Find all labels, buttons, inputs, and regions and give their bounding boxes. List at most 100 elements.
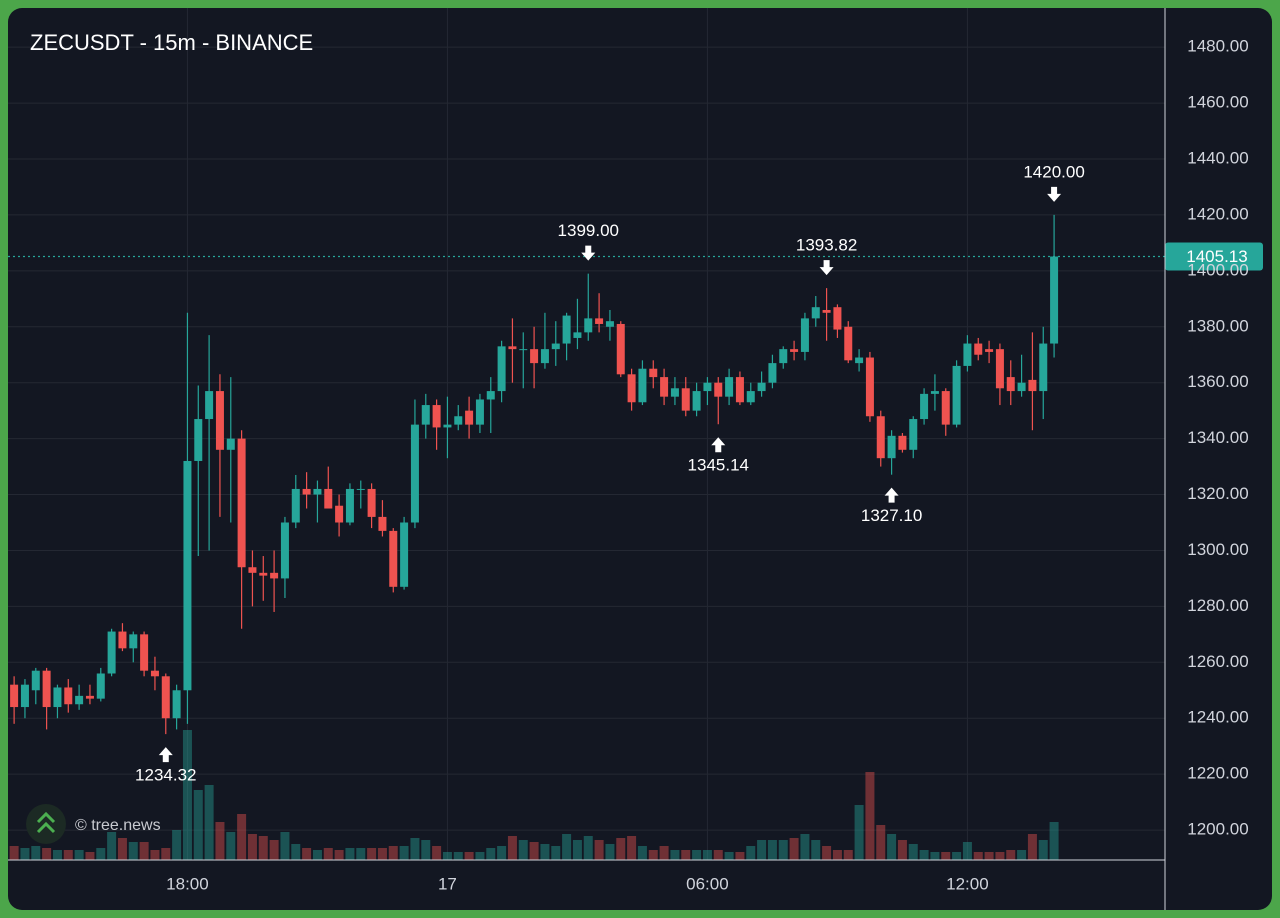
candle-body [389,530,398,587]
candle-body [64,687,73,705]
volume-bar [854,805,864,860]
volume-bar [713,850,723,860]
volume-bar [356,848,366,860]
candle-body [1028,379,1037,392]
candle-body [291,488,300,523]
y-tick-label: 1480.00 [1187,37,1248,56]
candle-body [1017,382,1026,392]
x-tick-label: 06:00 [686,874,729,893]
candle-body [150,670,159,677]
candle-body [215,391,224,450]
candle-body [96,673,105,699]
volume-bar [117,838,127,860]
candle-body [443,424,452,428]
candle-body [161,676,170,719]
candle-body [551,343,560,350]
volume-bar [627,836,637,860]
y-tick-label: 1220.00 [1187,764,1248,783]
candle-body [649,368,658,378]
volume-bar [767,840,777,860]
volume-bar [215,822,225,860]
candle-body [974,343,983,355]
y-tick-label: 1260.00 [1187,652,1248,671]
candle-body [486,391,495,400]
y-tick-label: 1440.00 [1187,148,1248,167]
candle-body [725,377,734,397]
annotation-label: 1327.10 [861,506,922,525]
volume-bar [529,842,539,860]
candle-body [75,695,84,705]
last-price-tag [1165,242,1263,271]
volume-bar [540,844,550,860]
candle-body [400,522,409,587]
candle-body [530,349,539,364]
volume-bar [572,840,582,860]
volume-bar [486,848,496,860]
candle-body [638,368,647,403]
volume-bar [637,846,647,860]
volume-bar [670,850,680,860]
volume-bar [822,846,832,860]
volume-bar [204,785,214,860]
candle-body [356,488,365,490]
volume-bar [518,840,528,860]
candle-body [692,391,701,411]
volume-bar [280,832,290,860]
volume-bar [995,852,1005,860]
volume-bar [269,840,279,860]
volume-bar [128,842,138,860]
candle-body [735,377,744,403]
volume-bar [562,834,572,860]
x-tick-label: 17 [438,874,457,893]
candle-body [20,684,29,708]
volume-bar [96,848,106,860]
candle-body [313,488,322,495]
volume-bar [789,838,799,860]
candle-body [1050,256,1059,344]
volume-bar [31,846,41,860]
annotation-arrow [158,747,173,763]
volume-bar [908,844,918,860]
chart-title: ZECUSDT - 15m - BINANCE [30,30,313,55]
candle-body [475,399,484,425]
volume-bar [1049,822,1059,860]
volume-bar [659,846,669,860]
candle-body [432,405,441,428]
volume-bar [63,850,73,860]
volume-bar [258,836,268,860]
volume-bar [388,846,398,860]
volume-bar [594,840,604,860]
annotation-label: 1420.00 [1023,162,1084,181]
candle-body [952,365,961,425]
volume-bar [182,730,192,860]
candle-body [595,318,604,324]
volume-bar [42,848,52,860]
volume-bar [9,846,19,860]
volume-bar [74,850,84,860]
volume-bar [150,850,160,860]
candle-body [920,393,929,420]
volume-bar [692,850,702,860]
volume-bar [962,842,972,860]
annotation-arrow [581,245,596,261]
annotation-label: 1234.32 [135,766,196,785]
volume-bar [52,850,62,860]
candle-body [302,488,311,495]
volume-bar [551,846,561,860]
candle-body [421,405,430,425]
volume-bar [161,848,171,860]
volume-bar [897,840,907,860]
candle-body [324,488,333,509]
candle-body [465,410,474,425]
candle-body [714,382,723,397]
annotation-label: 1393.82 [796,236,857,255]
candle-body [118,631,127,649]
volume-bar [919,850,929,860]
volume-bar [226,832,236,860]
volume-bar [193,790,203,860]
volume-bar [724,852,734,860]
candle-body [898,435,907,450]
candle-body [378,516,387,531]
volume-bar [410,838,420,860]
